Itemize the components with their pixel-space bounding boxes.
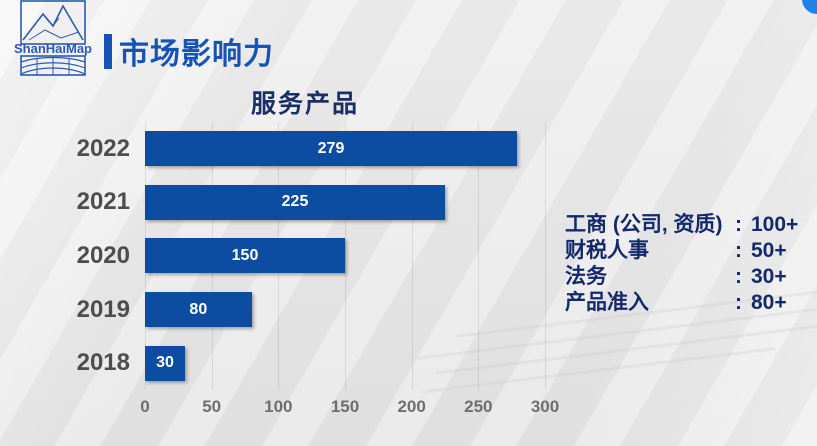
chart-title: 服务产品	[250, 90, 359, 118]
stat-value: 30+	[751, 265, 787, 288]
page-title: 市场影响力	[119, 38, 274, 71]
bar-track: 279	[145, 131, 545, 167]
category-label: 2022	[76, 134, 130, 162]
bar-track: 225	[145, 184, 545, 220]
category-label: 2021	[76, 188, 130, 216]
stat-label: 财税人事	[565, 239, 649, 262]
bar: 150	[145, 238, 345, 274]
category-label: 2019	[76, 295, 130, 323]
bar-row: 2018 30	[15, 336, 560, 390]
bar-track: 30	[145, 345, 545, 381]
title-accent-bar	[104, 33, 112, 69]
category-label: 2020	[76, 241, 130, 269]
category-label: 2018	[76, 349, 130, 377]
bar-value-label: 30	[156, 354, 174, 372]
bar-row: 2022 279	[15, 122, 560, 176]
bar-row: 2020 150	[15, 229, 560, 283]
bar-rows: 2022 279 2021 225 2020 150 2019 80 2018 30	[15, 122, 560, 390]
accent-circle	[802, 0, 817, 14]
x-tick-label: 300	[530, 397, 560, 416]
stat-row: 法务:30+	[565, 264, 798, 290]
x-tick-label: 250	[464, 397, 493, 416]
stat-label: 产品准入	[565, 291, 649, 314]
x-tick-label: 150	[330, 397, 360, 416]
shanhaimap-logo: ShanHaiMap	[14, 0, 92, 76]
bar-track: 150	[145, 238, 545, 274]
stats-list: 工商 (公司, 资质):100+ 财税人事:50+ 法务:30+ 产品准入:80+	[565, 212, 798, 316]
x-tick-label: 50	[202, 397, 222, 416]
x-tick-label: 0	[140, 397, 150, 416]
stat-row: 财税人事:50+	[565, 238, 798, 264]
stat-label: 工商 (公司, 资质)	[565, 213, 723, 236]
x-axis: 0 50 100 150 200 250 300	[140, 397, 559, 419]
gridline	[545, 122, 546, 390]
gridline	[411, 122, 413, 390]
x-tick-label: 100	[264, 397, 293, 416]
stat-colon: :	[735, 291, 742, 314]
bar: 30	[145, 345, 185, 381]
bar-value-label: 279	[317, 139, 345, 157]
gridline	[478, 122, 480, 390]
stat-colon: :	[735, 239, 742, 262]
bar-chart: 2022 279 2021 225 2020 150 2019 80 2018 30	[15, 122, 560, 390]
bar-row: 2021 225	[15, 176, 560, 230]
stat-colon: :	[735, 265, 742, 288]
x-tick-label: 200	[397, 397, 426, 416]
bar-value-label: 150	[231, 246, 259, 264]
stat-value: 50+	[751, 239, 787, 262]
bar-track: 80	[145, 292, 545, 328]
header: 市场影响力	[104, 29, 274, 73]
stat-colon: :	[735, 213, 742, 236]
bar-value-label: 225	[281, 193, 309, 211]
bar: 225	[145, 184, 445, 220]
bar: 279	[145, 131, 517, 167]
stat-value: 80+	[751, 291, 787, 314]
bar: 80	[145, 292, 252, 328]
bar-value-label: 80	[189, 300, 208, 318]
bar-row: 2019 80	[15, 283, 560, 337]
stat-row: 工商 (公司, 资质):100+	[565, 212, 798, 238]
gridline	[345, 122, 346, 390]
stat-row: 产品准入:80+	[565, 290, 798, 316]
stat-value: 100+	[751, 213, 799, 236]
logo-text: ShanHaiMap	[14, 41, 92, 56]
stat-label: 法务	[565, 265, 607, 288]
